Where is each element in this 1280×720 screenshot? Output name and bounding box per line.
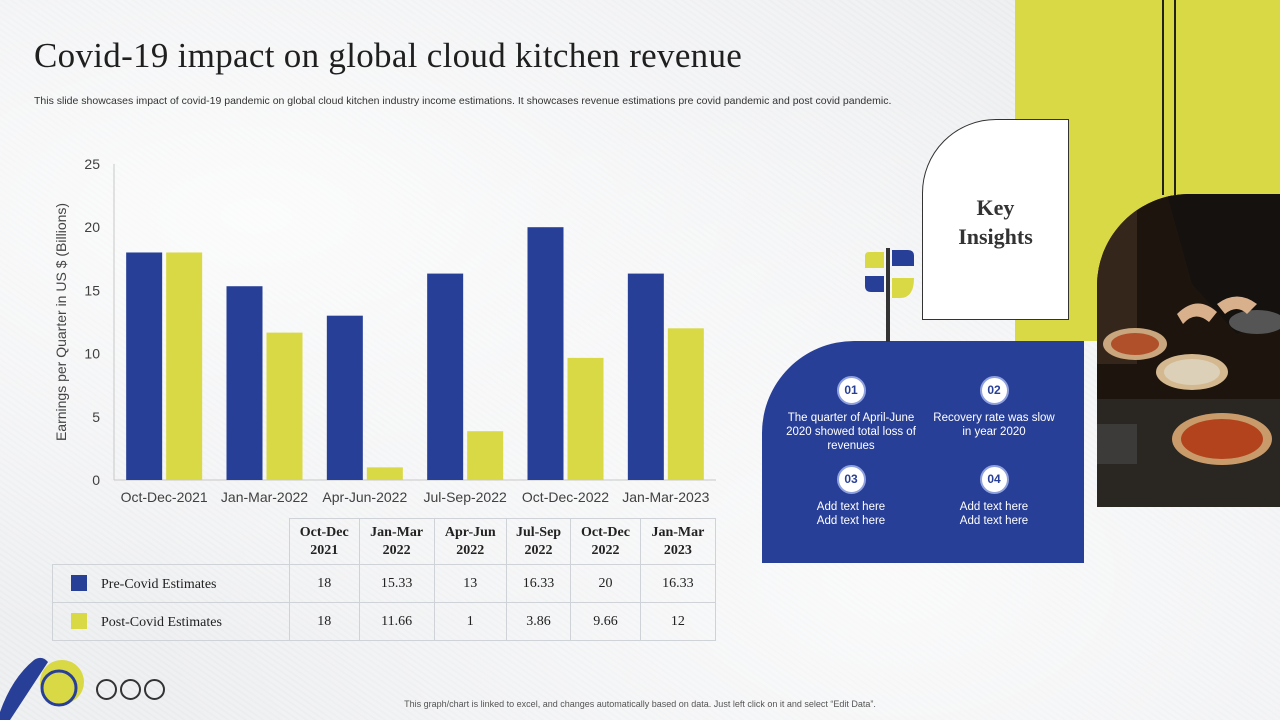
- legend-swatch: [71, 612, 87, 629]
- bar-chart: 0 5 10 15 20 25 Earnings per Quarter in US $ (…: [53, 156, 716, 505]
- insight-text: The quarter of April-June 2020 showed to…: [786, 412, 916, 452]
- table-cell: 20: [570, 564, 641, 603]
- bar-pre: [126, 252, 163, 480]
- table-cell: 11.66: [358, 602, 435, 641]
- insight-item-1: 01 The quarter of April-June 2020 showed…: [786, 376, 916, 453]
- table-cell: 13: [433, 564, 507, 603]
- table-cell: 3.86: [505, 602, 572, 641]
- key-insights-card: [922, 119, 1069, 320]
- bar-pre: [427, 273, 464, 480]
- table-header-line: Oct-Dec: [299, 524, 349, 540]
- insight-number: 03: [836, 465, 866, 494]
- insight-text: Add text here Add text here: [816, 501, 886, 527]
- legend-label: Pre-Covid Estimates: [101, 576, 217, 592]
- y-axis-label: Earnings per Quarter in US $ (Billions): [53, 203, 69, 441]
- x-tick-label: Jan-Mar-2023: [622, 489, 709, 505]
- insights-panel: 01 The quarter of April-June 2020 showed…: [762, 341, 1084, 563]
- table-header-line: 2022: [382, 542, 411, 558]
- x-tick-label: Oct-Dec-2022: [522, 489, 609, 505]
- insight-number: 04: [979, 465, 1009, 494]
- dot-icon: [144, 679, 165, 700]
- y-tick-label: 15: [84, 282, 100, 298]
- bar-post: [366, 467, 403, 480]
- table-header-line: Oct-Dec: [581, 524, 630, 540]
- table-header: Jan-Mar 2023: [639, 518, 717, 565]
- y-tick-label: 5: [92, 409, 100, 425]
- table-row: Pre-Covid Estimates 18 15.33 13 16.33 20 16.33: [52, 564, 717, 603]
- bar-pre: [226, 286, 263, 480]
- x-tick-label: Apr-Jun-2022: [322, 489, 407, 505]
- table-header-line: Jan-Mar: [651, 524, 705, 540]
- decorative-circles: [0, 657, 84, 720]
- insight-item-4: 04 Add text here Add text here: [929, 465, 1059, 528]
- table-header: Oct-Dec 2022: [570, 518, 641, 565]
- table-header-line: Jul-Sep: [515, 524, 562, 540]
- key-insights-title: Key Insights: [922, 193, 1069, 251]
- table-header-line: 2023: [663, 542, 692, 558]
- x-tick-label: Jan-Mar-2022: [221, 489, 308, 505]
- table-cell: 18: [288, 564, 360, 603]
- table-header: Jul-Sep 2022: [505, 518, 572, 565]
- table-cell: 1: [433, 602, 507, 641]
- slide-dots: [96, 679, 168, 705]
- key-title-line2: Insights: [958, 224, 1033, 249]
- table-header-line: Jan-Mar: [370, 524, 424, 540]
- accent-line: [1174, 0, 1176, 195]
- table-header-line: 2022: [591, 542, 620, 558]
- table-cell: 15.33: [358, 564, 435, 603]
- table-header-line: Apr-Jun: [444, 524, 496, 540]
- bar-post: [567, 357, 604, 480]
- pizza-chef-photo: [1097, 194, 1280, 507]
- insight-text: Recovery rate was slow in year 2020: [933, 412, 1055, 438]
- insight-text: Add text here Add text here: [959, 501, 1029, 527]
- page-title: Covid-19 impact on global cloud kitchen …: [34, 36, 743, 75]
- insight-item-2: 02 Recovery rate was slow in year 2020: [929, 376, 1059, 439]
- insight-number: 02: [979, 376, 1009, 405]
- table-cell: 12: [639, 602, 717, 641]
- page-subtitle: This slide showcases impact of covid-19 …: [34, 95, 892, 107]
- table-corner: [52, 518, 290, 565]
- table-cell: 9.66: [570, 602, 641, 641]
- table-header: Jan-Mar 2022: [358, 518, 435, 565]
- bar-pre: [627, 273, 664, 480]
- footer-note: This graph/chart is linked to excel, and…: [404, 699, 876, 709]
- bar-pre: [326, 315, 363, 480]
- bar-pre: [527, 227, 564, 480]
- legend-label: Post-Covid Estimates: [101, 614, 222, 630]
- x-tick-label: Jul-Sep-2022: [424, 489, 507, 505]
- row-label-cell: Pre-Covid Estimates: [52, 564, 290, 603]
- legend-swatch: [71, 574, 87, 591]
- insight-number: 01: [836, 376, 866, 405]
- bar-post: [467, 431, 504, 480]
- key-title-line1: Key: [976, 195, 1015, 220]
- x-tick-label: Oct-Dec-2021: [121, 489, 208, 505]
- accent-line: [1162, 0, 1164, 195]
- insight-item-3: 03 Add text here Add text here: [786, 465, 916, 528]
- bar-post: [667, 328, 704, 480]
- table-header: Apr-Jun 2022: [433, 518, 507, 565]
- dot-icon: [96, 679, 117, 700]
- table-header-line: 2022: [456, 542, 485, 558]
- table-header: Oct-Dec 2021: [288, 518, 360, 565]
- bar-post: [266, 332, 303, 480]
- dot-icon: [120, 679, 141, 700]
- table-row: Post-Covid Estimates 18 11.66 1 3.86 9.66 12: [52, 602, 717, 641]
- y-tick-label: 20: [84, 219, 100, 235]
- table-cell: 16.33: [639, 564, 717, 603]
- signpost-icon: [865, 248, 914, 342]
- table-header-line: 2021: [310, 542, 339, 558]
- y-tick-label: 10: [84, 346, 100, 362]
- row-label-cell: Post-Covid Estimates: [52, 602, 290, 641]
- y-tick-label: 0: [92, 472, 100, 488]
- y-tick-label: 25: [84, 156, 100, 172]
- table-header-line: 2022: [524, 542, 553, 558]
- data-table: Oct-Dec 2021 Jan-Mar 2022 Apr-Jun 2022 Jul-Sep…: [52, 518, 717, 641]
- bar-post: [166, 252, 203, 480]
- table-cell: 16.33: [505, 564, 572, 603]
- table-cell: 18: [288, 602, 360, 641]
